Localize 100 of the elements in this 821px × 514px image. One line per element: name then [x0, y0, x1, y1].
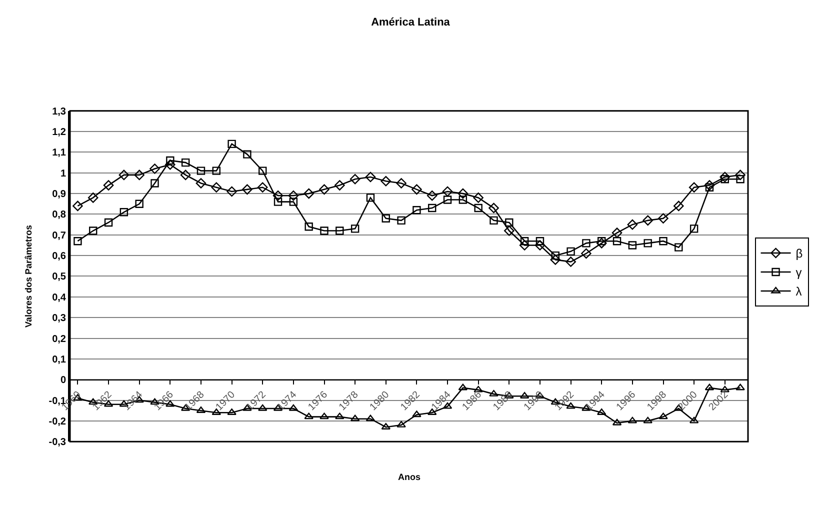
point [612, 237, 622, 246]
x-axis-title: Anos [398, 472, 420, 482]
point [520, 237, 529, 246]
y-tick-label: 0 [60, 375, 66, 386]
point [242, 184, 252, 195]
point [596, 238, 607, 248]
point [474, 204, 482, 212]
point [688, 182, 700, 193]
point [304, 188, 314, 199]
point [643, 416, 652, 424]
point [658, 412, 668, 420]
point [274, 198, 282, 206]
point [103, 180, 114, 190]
point [366, 194, 375, 202]
point [382, 214, 390, 222]
point [181, 158, 190, 167]
point [412, 184, 422, 195]
point [488, 202, 499, 214]
point [88, 192, 98, 203]
point [735, 170, 746, 180]
point [304, 412, 314, 420]
point [627, 219, 638, 230]
point [642, 215, 653, 226]
point [196, 166, 206, 175]
point [458, 384, 468, 390]
point [288, 190, 299, 201]
point [320, 226, 328, 235]
point [150, 164, 160, 174]
point [380, 176, 392, 186]
point [212, 166, 220, 175]
point [704, 384, 714, 390]
y-tick-label: 0,5 [52, 272, 66, 283]
point [443, 196, 452, 204]
y-tick-label: 1,1 [52, 148, 66, 159]
point [644, 239, 652, 248]
point [228, 140, 236, 148]
point [74, 237, 82, 246]
point [736, 384, 745, 390]
point [458, 188, 468, 199]
point [658, 213, 668, 224]
point [135, 200, 144, 208]
point [165, 159, 176, 170]
point [320, 412, 329, 420]
point [674, 200, 684, 212]
point [505, 218, 514, 227]
point [304, 222, 313, 231]
y-tick-label: -0,2 [48, 416, 66, 428]
point [118, 170, 130, 180]
point [257, 182, 268, 193]
point [104, 218, 113, 227]
y-tick-label: 0,7 [52, 230, 66, 242]
point [720, 174, 729, 184]
point [566, 256, 576, 267]
point [473, 192, 484, 203]
point [196, 178, 206, 188]
point [350, 414, 360, 422]
point [612, 228, 622, 238]
point [272, 190, 284, 201]
point [72, 200, 83, 212]
point [396, 420, 406, 428]
point [243, 150, 252, 158]
point [550, 254, 561, 265]
point [336, 226, 344, 235]
legend-label: λ [796, 284, 802, 299]
point [612, 418, 622, 426]
point [89, 226, 98, 235]
point [150, 179, 159, 188]
point [490, 216, 498, 225]
y-tick-label: 1,3 [52, 106, 66, 118]
point [334, 180, 345, 190]
point [180, 170, 191, 180]
y-tick-label: 0,9 [52, 189, 66, 200]
point [736, 174, 744, 184]
point [397, 216, 406, 225]
point [704, 180, 715, 190]
y-tick-label: -0,3 [48, 437, 66, 448]
point [134, 170, 144, 180]
point [659, 237, 668, 246]
point [426, 190, 438, 201]
point [566, 247, 575, 256]
point [598, 237, 606, 246]
point [211, 182, 222, 193]
point [258, 166, 267, 175]
point [628, 416, 638, 424]
point [365, 172, 376, 182]
y-tick-label: 0,3 [52, 313, 66, 324]
point [720, 172, 730, 182]
point [581, 248, 592, 259]
y-axis-title: Valores dos Parâmetros [24, 224, 34, 328]
point [120, 208, 128, 216]
point [690, 224, 698, 233]
point [536, 237, 544, 246]
point [458, 196, 468, 204]
point [350, 174, 360, 184]
point [705, 183, 714, 192]
point [289, 198, 298, 206]
point [674, 243, 683, 252]
point [442, 186, 453, 197]
point [689, 416, 699, 424]
point [628, 241, 637, 250]
